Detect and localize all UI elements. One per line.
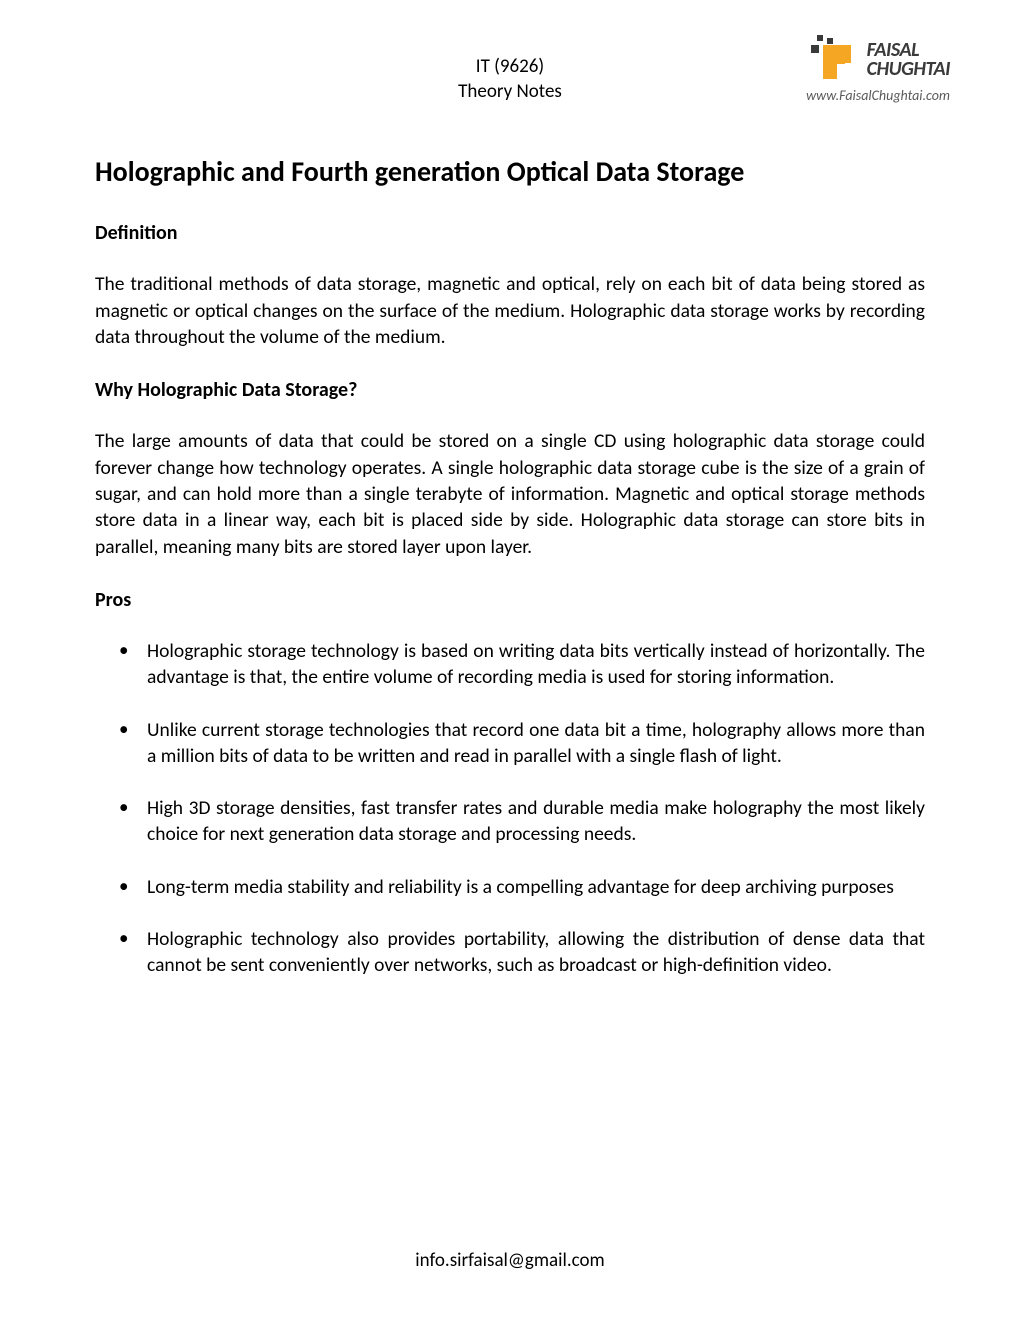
main-title: Holographic and Fourth generation Optica… (95, 154, 925, 189)
pros-item: Holographic technology also provides por… (147, 926, 925, 979)
footer-email: info.sirfaisal@gmail.com (0, 1249, 1020, 1272)
page-header: IT (9626) Theory Notes FAISAL CHUGHTAI (95, 50, 925, 104)
pros-item: High 3D storage densities, fast transfer… (147, 795, 925, 848)
logo-url: www.FaisalChughtai.com (806, 87, 950, 104)
definition-heading: Definition (95, 221, 925, 245)
pros-list: Holographic storage technology is based … (95, 638, 925, 979)
definition-body: The traditional methods of data storage,… (95, 271, 925, 350)
pros-heading: Pros (95, 588, 925, 612)
logo-text-group: FAISAL CHUGHTAI (867, 41, 950, 79)
logo: FAISAL CHUGHTAI (809, 35, 950, 85)
logo-text-bottom: CHUGHTAI (867, 60, 950, 79)
logo-container: FAISAL CHUGHTAI www.FaisalChughtai.com (806, 35, 950, 104)
why-heading: Why Holographic Data Storage? (95, 378, 925, 402)
header-center-text: IT (9626) Theory Notes (458, 55, 562, 104)
pros-item: Holographic storage technology is based … (147, 638, 925, 691)
why-body: The large amounts of data that could be … (95, 428, 925, 560)
pros-item: Unlike current storage technologies that… (147, 717, 925, 770)
header-line1: IT (9626) (458, 55, 562, 80)
pros-item: Long-term media stability and reliabilit… (147, 874, 925, 900)
logo-icon (809, 35, 859, 85)
header-line2: Theory Notes (458, 80, 562, 105)
